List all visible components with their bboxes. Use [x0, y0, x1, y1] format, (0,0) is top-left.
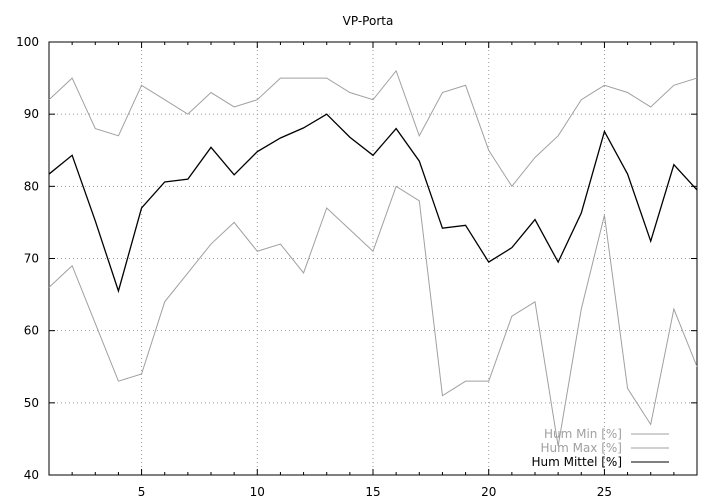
legend-label: Hum Mittel [%]	[531, 455, 622, 469]
y-tick-label: 50	[24, 396, 39, 410]
x-tick-label: 20	[481, 485, 496, 499]
y-tick-label: 70	[24, 252, 39, 266]
y-tick-label: 90	[24, 107, 39, 121]
y-tick-label: 80	[24, 179, 39, 193]
chart-title: VP-Porta	[343, 14, 394, 28]
legend: Hum Min [%]Hum Max [%]Hum Mittel [%]	[531, 427, 669, 469]
x-tick-label: 15	[365, 485, 380, 499]
x-tick-label: 5	[138, 485, 146, 499]
series-line-2	[48, 69, 698, 188]
x-tick-label: 10	[250, 485, 265, 499]
series-lines	[48, 69, 698, 447]
legend-label: Hum Min [%]	[544, 427, 622, 441]
legend-label: Hum Max [%]	[540, 441, 622, 455]
y-tick-label: 100	[16, 35, 39, 49]
axes: 40 50 60 70 80 90 100 5 10 15 20 25	[16, 35, 698, 499]
x-tick-label: 25	[597, 485, 612, 499]
series-line-3	[48, 113, 698, 294]
y-tick-label: 60	[24, 324, 39, 338]
y-tick-label: 40	[24, 468, 39, 482]
series-line-1	[48, 185, 698, 447]
grid	[49, 42, 697, 475]
